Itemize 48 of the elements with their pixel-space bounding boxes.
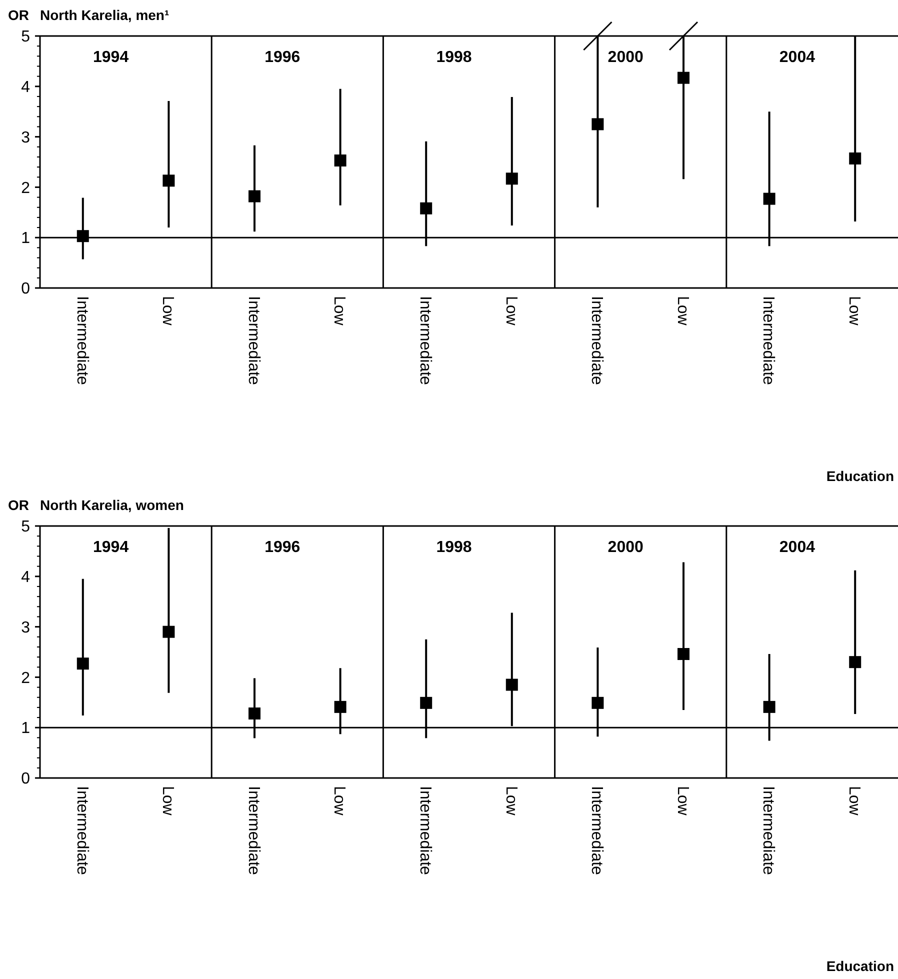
y-tick-label: 4: [21, 569, 30, 586]
annotation: 2000: [608, 49, 644, 66]
annotation: 1994: [93, 539, 129, 556]
x-tick-label: Intermediate: [244, 296, 262, 386]
y-tick-label: 0: [21, 280, 30, 298]
x-tick-label: Intermediate: [73, 296, 90, 386]
x-tick-label: Intermediate: [588, 786, 606, 876]
y-tick-label: 4: [21, 79, 30, 96]
annotation: 2004: [779, 539, 816, 556]
x-tick-label: Intermediate: [760, 786, 777, 876]
x-tick-label: Low: [330, 296, 348, 326]
x-axis-title: Education: [826, 468, 894, 484]
x-tick-label: Low: [846, 786, 862, 816]
y-axis-title: OR: [8, 497, 29, 513]
x-tick-label: Low: [330, 786, 348, 816]
y-tick-label: 2: [21, 670, 30, 687]
x-tick-label: Low: [674, 296, 691, 326]
y-tick-label: 0: [21, 770, 30, 788]
y-tick-label: 1: [21, 230, 30, 248]
annotation: 2000: [608, 539, 644, 556]
x-tick-label: Low: [674, 786, 691, 816]
y-axis-title: OR: [8, 7, 29, 23]
y-tick-label: 2: [21, 180, 30, 197]
x-tick-label: Low: [502, 296, 520, 326]
x-tick-label: Intermediate: [760, 296, 777, 386]
y-tick-label: 5: [21, 28, 30, 46]
x-tick-label: Intermediate: [416, 296, 434, 386]
chart-title: North Karelia, men¹: [40, 7, 170, 23]
annotation: 2004: [779, 49, 816, 66]
y-tick-label: 3: [21, 619, 30, 636]
x-tick-label: Intermediate: [73, 786, 90, 876]
x-axis-title: Education: [826, 958, 894, 974]
annotation: 1998: [436, 49, 472, 66]
x-tick-label: Low: [159, 786, 176, 816]
x-tick-label: Intermediate: [588, 296, 606, 386]
annotation: 1994: [93, 49, 129, 66]
x-tick-label: Intermediate: [244, 786, 262, 876]
x-tick-label: Low: [846, 296, 862, 326]
y-tick-label: 3: [21, 129, 30, 146]
x-tick-label: Low: [502, 786, 520, 816]
annotation: 1996: [264, 49, 300, 66]
annotation: 1996: [264, 539, 300, 556]
y-tick-label: 5: [21, 518, 30, 536]
annotation: 1998: [436, 539, 472, 556]
x-tick-label: Intermediate: [416, 786, 434, 876]
y-tick-label: 1: [21, 720, 30, 738]
x-tick-label: Low: [159, 296, 176, 326]
chart-title: North Karelia, women: [40, 497, 184, 513]
